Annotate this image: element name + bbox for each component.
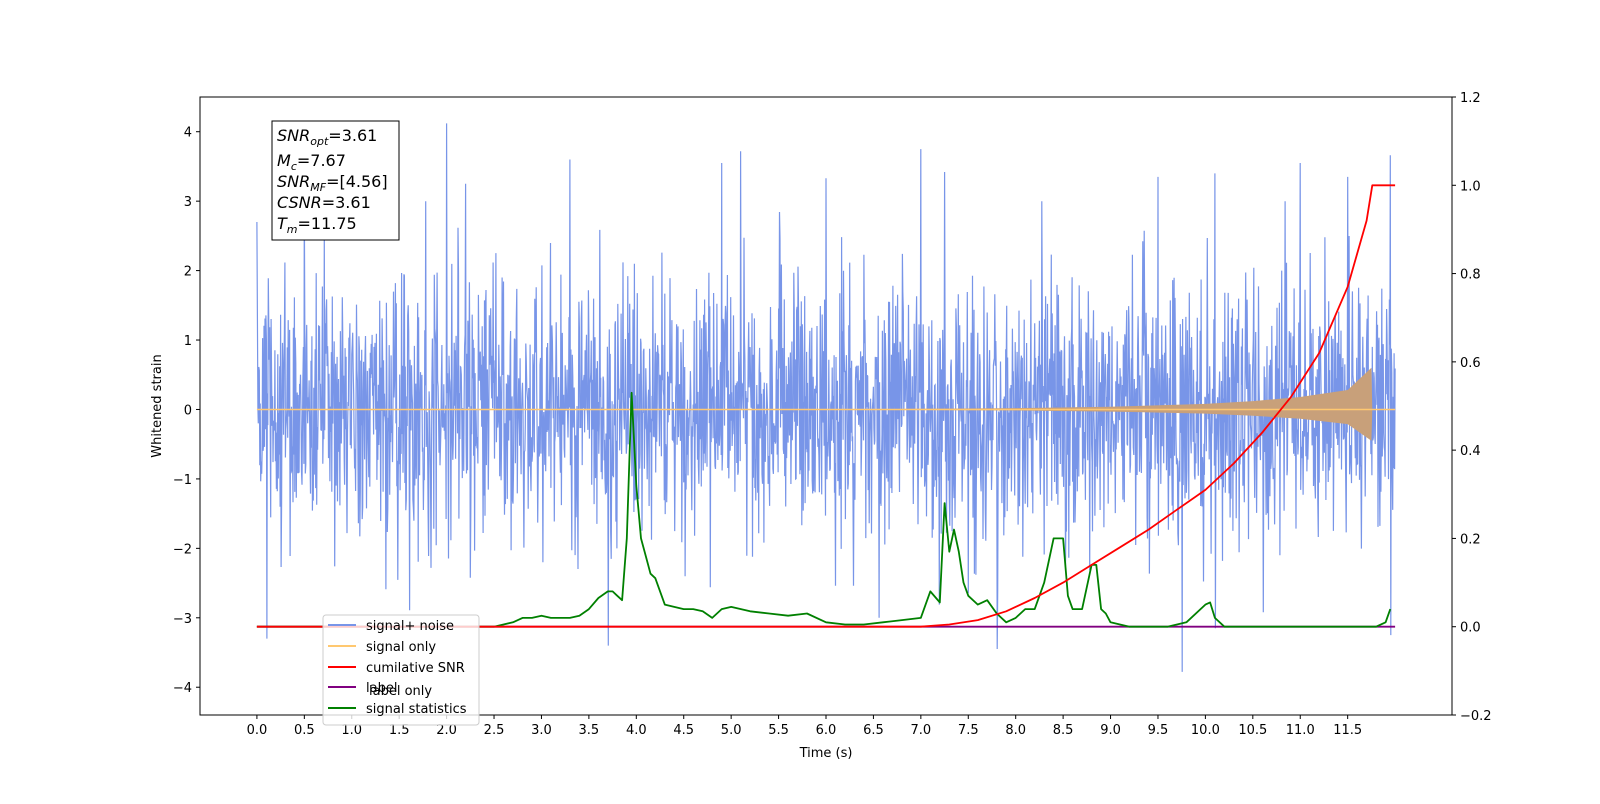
y2-tick-label: 0.6 [1460,356,1481,371]
legend-hidden-text: label only [369,684,432,699]
annotation-line: Tm=11.75 [277,214,357,236]
annotation-line: Mc=7.67 [277,151,346,173]
y-tick-label: −3 [173,612,192,627]
legend-label: signal+ noise [366,619,454,634]
x-tick-label: 10.0 [1191,723,1220,738]
x-tick-label: 3.5 [579,723,600,738]
y-tick-label: 1 [184,334,192,349]
x-tick-label: 5.0 [721,723,742,738]
y-tick-label: −4 [173,681,192,696]
x-tick-label: 9.5 [1148,723,1169,738]
y-tick-label: −1 [173,473,192,488]
x-tick-label: 11.5 [1333,723,1362,738]
y2-tick-label: 0.4 [1460,444,1481,459]
x-tick-label: 10.5 [1238,723,1267,738]
annotation-subscript: c [291,160,297,173]
x-tick-label: 7.5 [958,723,979,738]
plot-area [256,123,1396,672]
x-tick-label: 11.0 [1286,723,1315,738]
annotation-lines: SNRopt=3.61Mc=7.67SNRMF=[4.56]CSNR=3.61T… [277,126,388,236]
legend-label: label [366,681,397,696]
annotation-symbol: CSNR [277,193,322,212]
legend: label only signal+ noise signal only cumil… [322,614,480,726]
axis-ticks: 0.0 0.5 1.0 1.5 2.0 2.5 3.0 3.5 4.0 4.5 5.0 5.5 6.0 6… [173,91,1492,738]
x-tick-label: 6.0 [816,723,837,738]
annotation-line: SNRopt=3.61 [277,126,377,148]
annotation-value: =3.61 [328,126,377,145]
annotation-subscript: MF [310,181,326,194]
annotation-line: SNRMF=[4.56] [277,172,388,194]
x-tick-label: 5.5 [768,723,789,738]
series-signal-statistics-line [256,391,1392,628]
legend-frame [322,614,480,726]
y2-tick-label: −0.2 [1460,709,1492,724]
annotation-box: SNRopt=3.61Mc=7.67SNRMF=[4.56]CSNR=3.61T… [271,120,400,241]
x-tick-label: 3.0 [531,723,552,738]
x-tick-label: 8.0 [1005,723,1026,738]
annotation-symbol: SNR [277,126,310,145]
annotation-value: =3.61 [322,193,371,212]
annotation-value: =11.75 [298,214,357,233]
y2-tick-label: 1.0 [1460,179,1481,194]
x-tick-label: 1.5 [389,723,410,738]
annotation-line: CSNR=3.61 [277,193,371,212]
legend-label: signal only [366,640,436,655]
x-tick-label: 8.5 [1053,723,1074,738]
y2-tick-label: 0.8 [1460,268,1481,283]
legend-entries: signal+ noise signal only cumilative SNR la… [328,619,467,717]
series-signal-noise-line [256,123,1396,672]
x-tick-label: 1.0 [341,723,362,738]
y2-tick-label: 1.2 [1460,91,1481,106]
x-tick-label: 2.5 [484,723,505,738]
x-axis-label: Time (s) [799,746,853,761]
annotation-subscript: opt [310,135,329,148]
y-tick-label: −2 [173,542,192,557]
y-tick-label: 4 [184,126,192,141]
y-tick-label: 3 [184,195,192,210]
annotation-symbol: M [277,151,291,170]
annotation-symbol: T [277,214,288,233]
annotation-value: =7.67 [297,151,346,170]
y-tick-label: 2 [184,265,192,280]
annotation-value: =[4.56] [326,172,388,191]
y2-tick-label: 0.0 [1460,621,1481,636]
annotation-subscript: m [287,223,298,236]
x-tick-label: 4.0 [626,723,647,738]
x-tick-label: 0.5 [294,723,315,738]
y-tick-label: 0 [184,403,192,418]
x-tick-label: 9.0 [1100,723,1121,738]
x-tick-label: 4.5 [673,723,694,738]
legend-label: signal statistics [366,702,467,717]
series-cumulative-snr-line [256,184,1396,628]
x-tick-label: 2.0 [436,723,457,738]
x-tick-label: 6.5 [863,723,884,738]
x-tick-label: 7.0 [911,723,932,738]
x-tick-label: 0.0 [247,723,268,738]
y-axis-label: Whitened strain [150,354,165,457]
annotation-symbol: SNR [277,172,310,191]
annotation-frame [271,120,400,241]
y2-tick-label: 0.2 [1460,532,1481,547]
legend-label: cumilative SNR [366,661,465,676]
